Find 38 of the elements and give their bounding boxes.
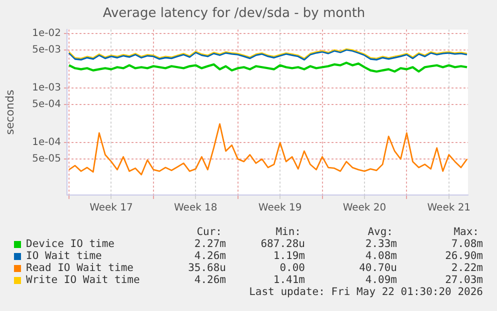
text: 0.00 <box>280 262 305 274</box>
text: Max: <box>454 226 479 238</box>
y-tick-label: 1e-02 <box>32 28 61 39</box>
y-tick-label: 5e-05 <box>32 154 61 165</box>
text: 40.70u <box>359 262 397 274</box>
text: 35.68u <box>188 262 226 274</box>
text: 4.09m <box>365 274 397 286</box>
text: 2.27m <box>194 238 226 250</box>
legend-label: Read IO Wait time <box>26 262 134 274</box>
y-tick-label: 5e-03 <box>32 44 61 56</box>
x-tick-label: Week 21 <box>427 202 471 214</box>
text: Last update: Fri May 22 01:30:20 2026 <box>249 286 483 298</box>
y-tick-label: 1e-04 <box>32 137 61 148</box>
text: 2.33m <box>365 238 397 250</box>
x-tick-label: Week 17 <box>90 202 133 214</box>
y-tick-label: 5e-04 <box>32 99 61 110</box>
text: Avg: <box>368 226 393 238</box>
text: 4.08m <box>365 250 397 262</box>
text: 26.90m <box>445 250 483 262</box>
text: 27.03m <box>445 274 483 286</box>
text: 1.41m <box>273 274 305 286</box>
legend-label: Write IO Wait time <box>26 274 140 286</box>
text: 2.22m <box>451 262 483 274</box>
legend-label: IO Wait time <box>26 250 102 262</box>
text: 4.26m <box>194 250 226 262</box>
y-tick-label: 1e-03 <box>32 82 61 94</box>
x-tick-label: Week 18 <box>174 202 218 214</box>
text: 4.26m <box>194 274 226 286</box>
legend-label: Device IO time <box>26 238 115 250</box>
text: 7.08m <box>451 238 483 250</box>
chart-title: Average latency for /dev/sda - by month <box>102 6 366 22</box>
text: 687.28u <box>260 238 305 250</box>
x-tick-label: Week 20 <box>342 202 386 214</box>
x-tick-label: Week 19 <box>258 202 302 214</box>
text: Cur: <box>196 226 222 238</box>
text: 1.19m <box>273 250 305 262</box>
y-axis-title: seconds <box>3 90 16 135</box>
text: Min: <box>276 226 301 238</box>
